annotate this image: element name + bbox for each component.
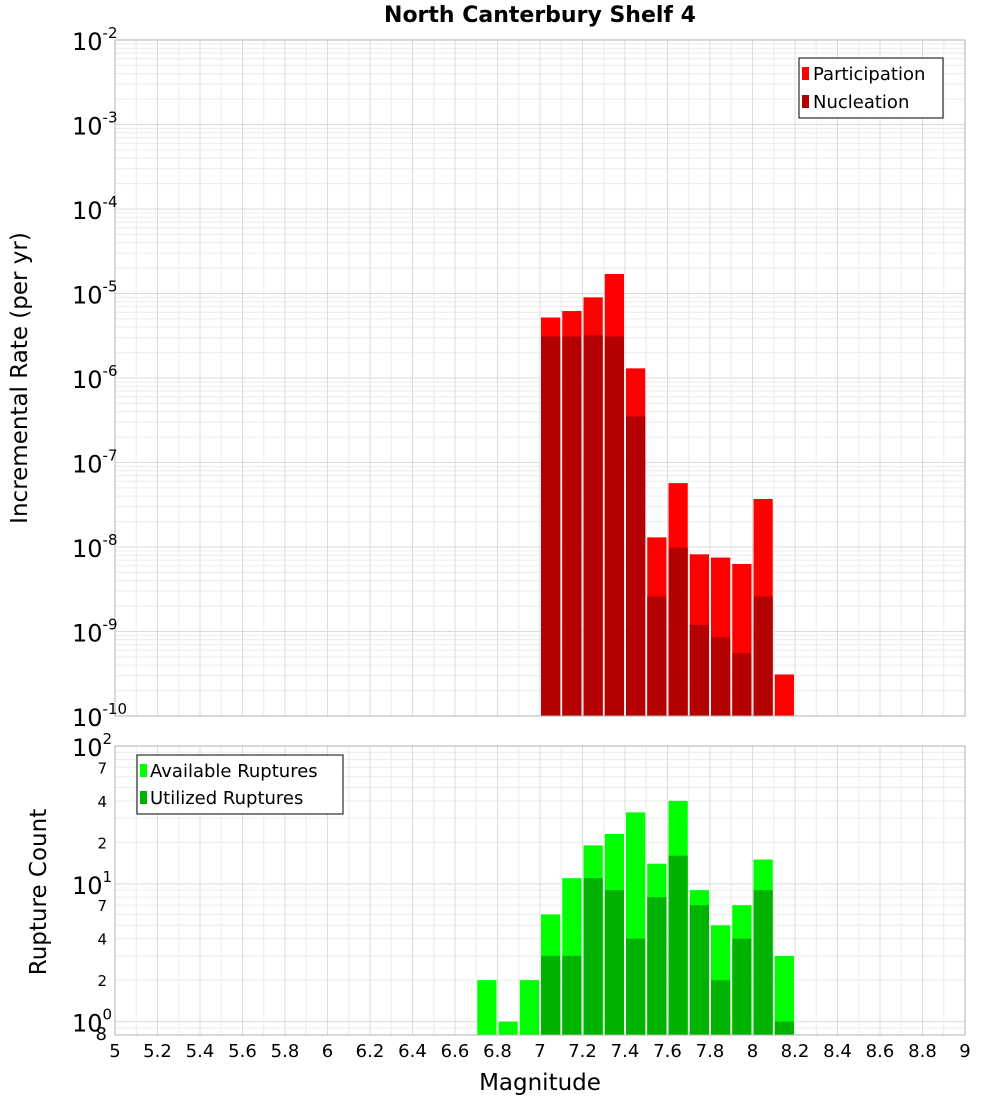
rate-plot: 10-10 10-9 10-8 10-7 10-6 10-5 10-4 10-3 10-2 In… <box>7 24 966 732</box>
y-tick-label: 102 <box>72 730 112 762</box>
rate-legend-box <box>798 57 944 119</box>
nucleation-bar <box>541 336 561 716</box>
x-tick-label: 5.4 <box>186 1041 215 1062</box>
nucleation-legend-swatch <box>802 95 809 108</box>
x-tick-label: 7.6 <box>653 1041 682 1062</box>
available-bar <box>477 980 497 1035</box>
available-bar <box>498 1021 518 1035</box>
rate-plot-grid <box>114 40 966 717</box>
x-tick-label: 8.8 <box>908 1041 937 1062</box>
utilized-bar <box>689 905 709 1035</box>
x-tick-label: 5 <box>109 1041 120 1062</box>
utilized-bar <box>541 955 561 1035</box>
y-minor-tick-label: 8 <box>96 1024 107 1045</box>
nucleation-bar <box>711 637 731 716</box>
available-bar <box>774 955 794 1035</box>
nucleation-bar <box>562 336 582 716</box>
utilized-bar <box>732 938 752 1035</box>
x-tick-label: 6.6 <box>441 1041 470 1062</box>
x-tick-label: 9 <box>959 1041 970 1062</box>
y-minor-tick-label: 2 <box>97 834 107 852</box>
x-tick-label: 6 <box>322 1041 333 1062</box>
rate-plot-bars <box>541 274 794 716</box>
utilized-bar <box>647 897 667 1035</box>
rate-plot-frame <box>114 39 966 717</box>
utilized-bar <box>626 938 646 1035</box>
y-minor-tick-label: 7 <box>97 759 107 777</box>
x-tick-label: 7 <box>534 1041 545 1062</box>
count-plot: 100 101 102 8 2 4 7 2 4 7 Rupture Count Available… <box>26 730 966 1045</box>
rate-plot-y-axis-label: Incremental Rate (per yr) <box>7 232 33 524</box>
rate-plot-legend: Participation Nucleation <box>798 57 944 119</box>
count-plot-grid <box>114 746 966 1036</box>
utilized-bar <box>711 980 731 1035</box>
count-plot-frame <box>114 745 966 1036</box>
y-minor-tick-label: 7 <box>97 897 107 915</box>
x-tick-label: 8.4 <box>823 1041 852 1062</box>
x-tick-label: 7.8 <box>696 1041 725 1062</box>
x-tick-label: 6.8 <box>483 1041 512 1062</box>
y-tick-label: 10-8 <box>72 531 118 563</box>
x-axis-ticks: 5 5.2 5.4 5.6 5.8 6 6.2 6.4 6.6 6.8 7 7.2 7.4 7.6 7.8 8… <box>109 1041 970 1062</box>
nucleation-legend-label: Nucleation <box>813 92 909 113</box>
nucleation-bar <box>604 336 624 716</box>
x-tick-label: 7.4 <box>611 1041 640 1062</box>
available-legend-swatch <box>140 764 147 777</box>
nucleation-bar <box>689 624 709 716</box>
x-tick-label: 8.6 <box>866 1041 895 1062</box>
nucleation-bar <box>753 596 773 716</box>
x-axis-label: Magnitude <box>479 1070 601 1096</box>
utilized-bar <box>562 955 582 1035</box>
y-tick-label: 10-5 <box>72 278 118 310</box>
participation-legend-swatch <box>802 67 809 80</box>
x-tick-label: 8.2 <box>781 1041 810 1062</box>
y-tick-label: 100 <box>72 1006 112 1038</box>
nucleation-bar <box>732 653 752 716</box>
participation-legend-label: Participation <box>813 64 925 85</box>
available-bar <box>519 980 539 1035</box>
y-tick-label: 10-10 <box>72 700 127 732</box>
x-tick-label: 7.2 <box>568 1041 597 1062</box>
rate-plot-y-ticks: 10-10 10-9 10-8 10-7 10-6 10-5 10-4 10-3 10-2 <box>72 24 127 732</box>
x-tick-label: 6.4 <box>398 1041 427 1062</box>
nucleation-bar <box>626 416 646 716</box>
utilized-legend-label: Utilized Ruptures <box>150 788 303 809</box>
x-tick-label: 5.8 <box>271 1041 300 1062</box>
y-minor-tick-label: 4 <box>97 793 107 811</box>
participation-bar <box>774 674 794 716</box>
y-minor-tick-label: 2 <box>97 972 107 990</box>
y-tick-label: 10-9 <box>72 616 118 648</box>
y-tick-label: 10-6 <box>72 362 118 394</box>
utilized-legend-swatch <box>140 791 147 804</box>
nucleation-bar <box>668 547 688 716</box>
y-tick-label: 10-2 <box>72 24 118 56</box>
count-plot-y-axis-label: Rupture Count <box>26 809 52 975</box>
nucleation-bar <box>647 596 667 716</box>
utilized-bar <box>668 855 688 1035</box>
utilized-bar <box>583 878 603 1035</box>
count-plot-bars <box>477 800 794 1035</box>
x-tick-label: 5.6 <box>228 1041 257 1062</box>
count-legend-box <box>136 754 344 815</box>
x-tick-label: 8 <box>747 1041 758 1062</box>
y-minor-tick-label: 4 <box>97 931 107 949</box>
count-plot-y-ticks: 100 101 102 8 2 4 7 2 4 7 <box>72 730 112 1045</box>
utilized-bar <box>774 1021 794 1035</box>
nucleation-bar <box>583 335 603 716</box>
count-plot-legend: Available Ruptures Utilized Ruptures <box>136 754 344 815</box>
available-legend-label: Available Ruptures <box>150 761 318 782</box>
y-tick-label: 10-7 <box>72 447 118 479</box>
utilized-bar <box>753 890 773 1035</box>
y-tick-label: 101 <box>72 868 112 900</box>
x-tick-label: 5.2 <box>143 1041 172 1062</box>
utilized-bar <box>604 890 624 1035</box>
y-tick-label: 10-3 <box>72 109 118 141</box>
chart-title: North Canterbury Shelf 4 <box>384 3 696 28</box>
y-tick-label: 10-4 <box>72 193 118 225</box>
x-tick-label: 6.2 <box>356 1041 385 1062</box>
